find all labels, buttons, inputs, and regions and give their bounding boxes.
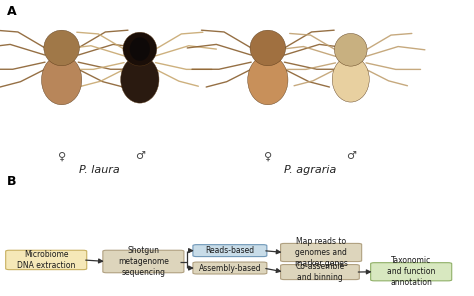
Text: ♀: ♀	[57, 151, 66, 161]
FancyBboxPatch shape	[281, 243, 362, 262]
Text: Taxonomic
and function
annotation: Taxonomic and function annotation	[387, 256, 436, 287]
Text: Assembly-based: Assembly-based	[199, 263, 261, 273]
FancyBboxPatch shape	[103, 250, 184, 273]
Ellipse shape	[247, 55, 288, 105]
Text: Reads-based: Reads-based	[205, 246, 255, 255]
Text: P. laura: P. laura	[79, 165, 120, 176]
Text: ♀: ♀	[264, 151, 272, 161]
Ellipse shape	[250, 30, 285, 66]
Text: Map reads to
genomes and
marker genes: Map reads to genomes and marker genes	[295, 237, 347, 268]
Text: P. agraria: P. agraria	[284, 165, 337, 176]
FancyBboxPatch shape	[281, 265, 359, 280]
Ellipse shape	[121, 56, 159, 103]
Ellipse shape	[332, 56, 369, 102]
Ellipse shape	[123, 32, 157, 66]
Text: Shotgun
metagenome
sequencing: Shotgun metagenome sequencing	[118, 246, 169, 277]
Ellipse shape	[44, 30, 80, 66]
Ellipse shape	[130, 37, 150, 61]
FancyBboxPatch shape	[371, 263, 452, 281]
Text: ♂: ♂	[135, 151, 145, 161]
Text: B: B	[7, 176, 17, 189]
Text: Microbiome
DNA extraction: Microbiome DNA extraction	[17, 250, 75, 270]
FancyBboxPatch shape	[193, 262, 267, 274]
FancyBboxPatch shape	[6, 250, 87, 270]
Ellipse shape	[42, 55, 82, 105]
Text: ♂: ♂	[346, 151, 356, 161]
Text: A: A	[7, 5, 17, 18]
Text: Co-assemble
and binning: Co-assemble and binning	[295, 262, 345, 282]
Ellipse shape	[334, 33, 367, 66]
FancyBboxPatch shape	[193, 245, 267, 257]
